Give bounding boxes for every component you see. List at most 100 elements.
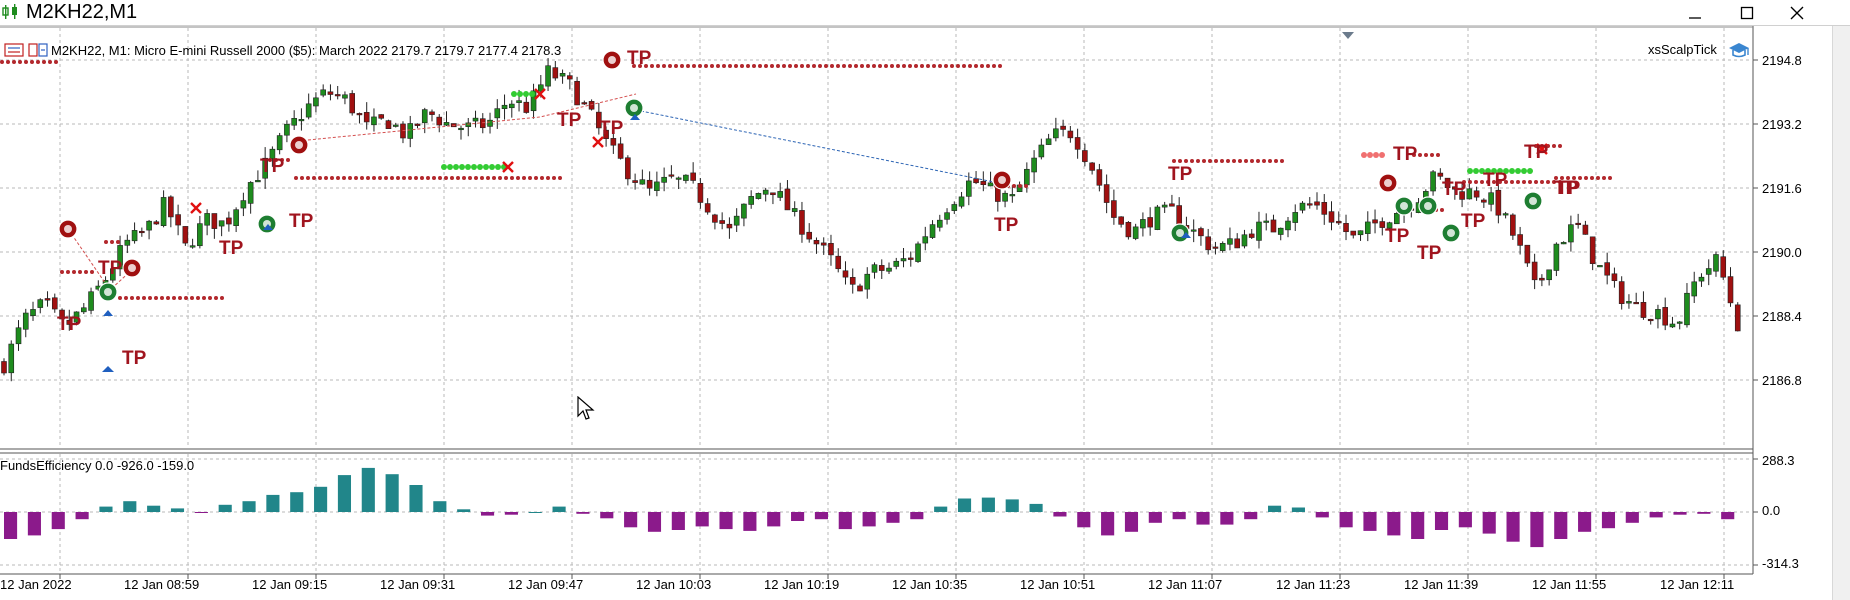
tp-level-dots: [360, 176, 364, 180]
candle-body: [146, 220, 152, 231]
candle-body: [741, 203, 747, 219]
candle-body: [1140, 219, 1146, 229]
tp-level-dots: [124, 296, 128, 300]
indicator-bar: [1673, 512, 1687, 515]
candle-body: [1263, 220, 1270, 223]
candle-body: [73, 311, 80, 323]
candle-body: [385, 120, 392, 129]
indicator-bar: [528, 512, 542, 513]
close-button[interactable]: [1774, 0, 1820, 26]
tp-level-dots: [1578, 176, 1582, 180]
green-signal-dots: [1467, 168, 1473, 174]
candle-body: [552, 67, 559, 79]
trade-entry-marker-center: [1424, 202, 1432, 210]
indicator-bar: [290, 492, 304, 512]
tp-level-dots: [716, 64, 720, 68]
candle-body: [1350, 230, 1357, 236]
green-signal-dots: [1473, 168, 1479, 174]
tp-level-dots: [770, 64, 774, 68]
candle-body: [987, 182, 994, 187]
price-label: 2186.8: [1762, 373, 1802, 388]
green-signal-dots: [1521, 168, 1527, 174]
buy-arrow: [103, 310, 113, 316]
tp-level-dots: [794, 64, 798, 68]
candle-body: [1372, 219, 1378, 224]
candle-body: [1328, 211, 1335, 223]
tp-level-dots: [986, 64, 990, 68]
tp-level-dots: [220, 296, 224, 300]
tp-level-dots: [902, 64, 906, 68]
tp-level-dots: [1244, 159, 1248, 163]
graduation-cap-icon[interactable]: [1728, 41, 1750, 59]
candle-body: [791, 208, 798, 212]
tp-label: TP: [260, 156, 285, 177]
candle-body: [479, 118, 486, 129]
green-signal-dots: [517, 91, 523, 97]
tp-level-dots: [1436, 153, 1440, 157]
candle-body: [1495, 189, 1502, 216]
tp-level-dots: [154, 296, 158, 300]
candle-body: [15, 327, 22, 345]
indicator-bar: [600, 512, 614, 519]
symbol-info: M2KH22, M1: Micro E-mini Russell 2000 ($…: [51, 42, 562, 58]
chart-window[interactable]: TP TP TP TP TP TP TP TP TP TP TP TP TP TP TP TP TP TP TP TP…: [0, 26, 1850, 600]
indicator-bar: [1434, 512, 1449, 530]
candle-body: [313, 97, 319, 107]
candle-body: [139, 230, 145, 234]
candle-body: [276, 135, 283, 151]
tp-level-dots: [372, 176, 376, 180]
candle-body: [240, 200, 247, 209]
tp-level-dots: [962, 64, 966, 68]
indicator-bar: [409, 485, 423, 512]
candle-body: [22, 312, 29, 330]
candle-body: [1705, 268, 1712, 275]
tp-level-dots: [300, 176, 304, 180]
candle-body: [124, 239, 131, 246]
candle-body: [284, 123, 290, 136]
indicator-bar: [123, 501, 137, 512]
candle-body: [1430, 171, 1436, 192]
tp-level-dots: [944, 64, 948, 68]
candle-body: [1103, 184, 1110, 203]
tp-level-dots: [30, 60, 34, 64]
candle-body: [1176, 205, 1182, 226]
tp-level-dots: [1546, 180, 1550, 184]
tp-level-dots: [468, 176, 472, 180]
tp-level-dots: [104, 240, 108, 244]
candle-body: [1031, 157, 1037, 173]
minimize-button[interactable]: [1672, 0, 1718, 26]
expert-advisor-name[interactable]: xsScalpTick: [1648, 42, 1717, 57]
candle-body: [1118, 216, 1124, 225]
trade-entry-marker-center: [998, 176, 1006, 184]
tp-level-dots: [842, 64, 846, 68]
tp-level-dots: [426, 176, 430, 180]
indicator-bar: [170, 508, 185, 512]
green-signal-dots: [523, 91, 529, 97]
indicator-bar: [624, 512, 638, 528]
indicator-bar: [1530, 512, 1544, 548]
tp-label: TP: [1442, 179, 1467, 200]
green-signal-dots: [483, 164, 489, 170]
candle-body: [966, 180, 972, 197]
maximize-button[interactable]: [1724, 0, 1770, 26]
candle-body: [1024, 168, 1030, 186]
indicator-bar: [671, 512, 685, 530]
buy-arrow: [1181, 232, 1191, 238]
indicator-list-icon[interactable]: [28, 42, 48, 58]
candle-body: [1611, 273, 1618, 282]
indicator-bar: [838, 512, 852, 530]
tp-level-dots: [740, 64, 744, 68]
tp-level-dots: [348, 176, 352, 180]
indicator-bar: [504, 512, 518, 515]
candle-body: [1517, 234, 1523, 246]
indicator-bar: [1363, 512, 1377, 531]
candle-body: [1074, 137, 1081, 150]
candle-body: [1045, 138, 1052, 145]
tp-level-dots: [632, 64, 636, 68]
tp-level-dots: [492, 176, 496, 180]
tp-level-dots: [1424, 153, 1428, 157]
trade-panel-icon[interactable]: [4, 42, 24, 58]
indicator-scale-label: 0.0: [1762, 503, 1781, 518]
candle-body: [334, 94, 341, 97]
